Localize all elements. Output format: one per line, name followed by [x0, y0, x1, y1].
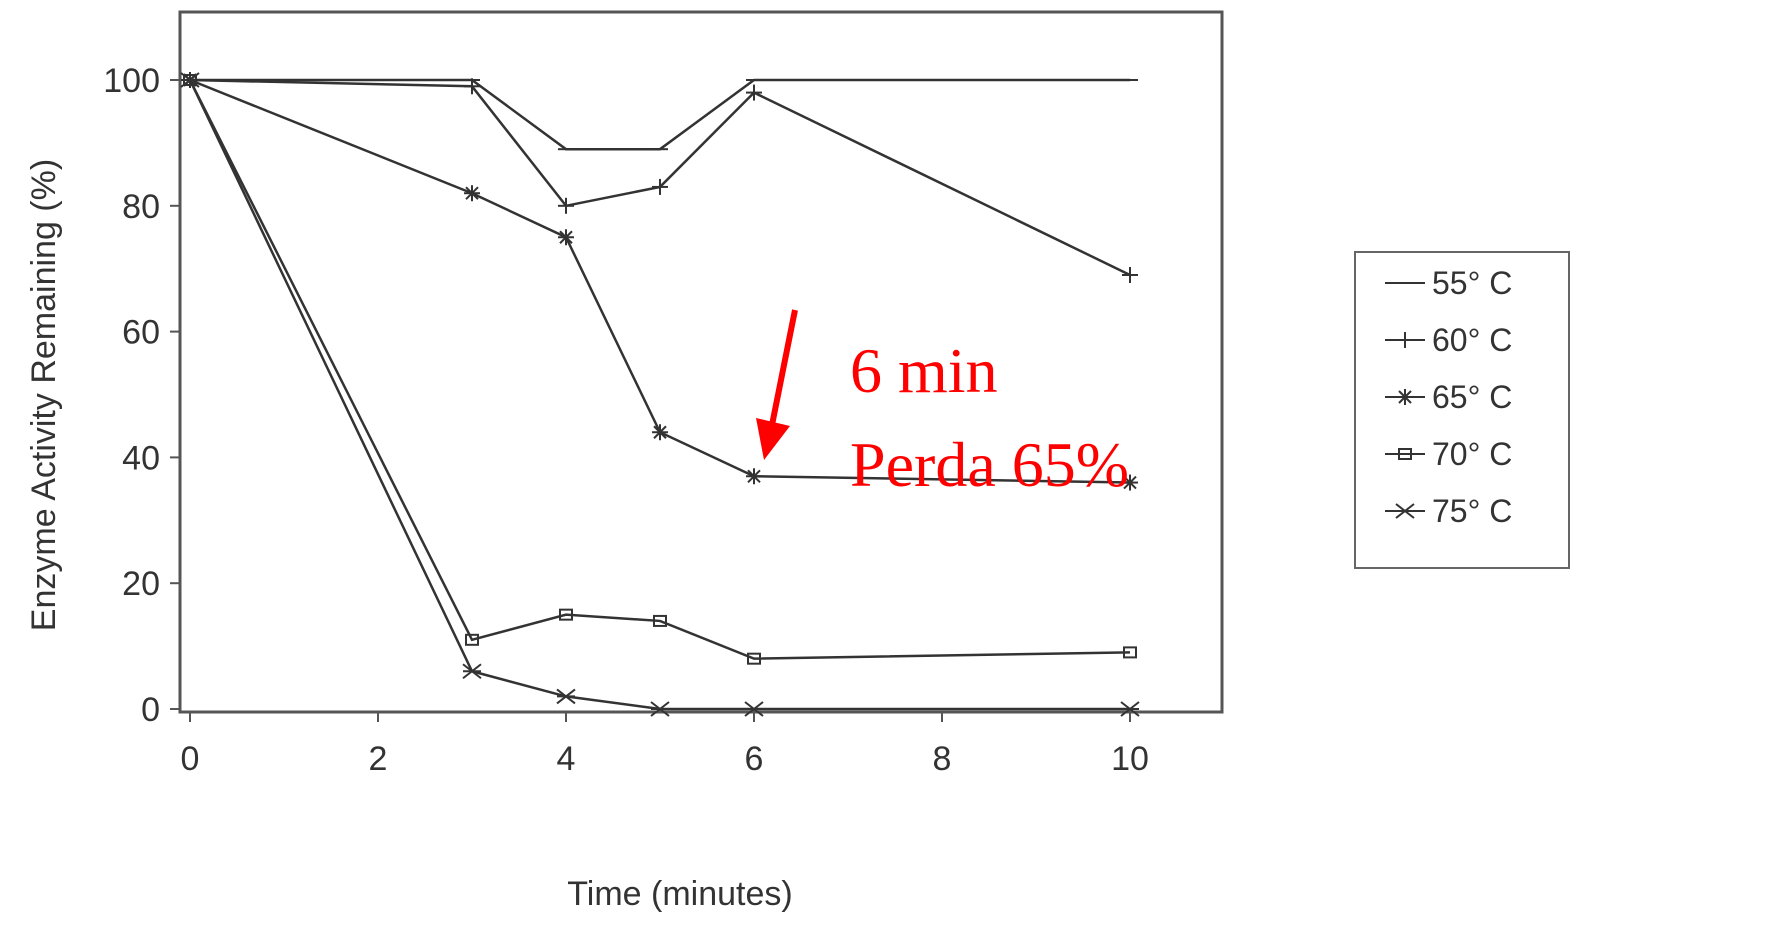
data-point	[558, 229, 574, 246]
series-0	[182, 78, 1138, 151]
x-tick-label: 6	[745, 740, 764, 778]
annotation: 6 min Perda 65%	[756, 309, 1129, 500]
y-tick-label: 40	[122, 439, 160, 477]
legend-item: 55° C	[1385, 265, 1512, 301]
y-tick-label: 80	[122, 188, 160, 226]
x-tick-label: 10	[1111, 740, 1149, 778]
data-point	[558, 197, 574, 214]
data-point	[556, 688, 576, 705]
data-point	[653, 614, 667, 627]
annotation-line-1: 6 min	[850, 335, 998, 406]
data-point	[652, 424, 668, 441]
legend-label: 75° C	[1432, 493, 1512, 529]
series-line	[190, 78, 1130, 151]
legend-label: 55° C	[1432, 265, 1512, 301]
legend-item: 65° C	[1385, 379, 1512, 415]
data-point	[464, 78, 480, 95]
data-point	[462, 663, 482, 680]
data-point	[744, 701, 764, 717]
annotation-line-2: Perda 65%	[850, 429, 1129, 500]
data-point	[1123, 646, 1137, 659]
legend-item: 70° C	[1385, 436, 1512, 472]
series-line	[188, 79, 1131, 660]
legend-marker	[1398, 448, 1412, 460]
series-2	[182, 72, 1138, 491]
x-axis-label: Time (minutes)	[567, 875, 792, 913]
series-4	[180, 72, 1140, 717]
legend-marker	[1397, 332, 1413, 348]
series-layer	[180, 72, 1140, 717]
x-tick-label: 0	[181, 740, 200, 778]
data-point	[1122, 266, 1138, 283]
data-point	[465, 633, 479, 646]
data-point	[464, 185, 480, 202]
data-point	[652, 178, 668, 195]
legend-label: 60° C	[1432, 322, 1512, 358]
y-axis-label: Enzyme Activity Remaining (%)	[25, 159, 63, 631]
data-point	[746, 84, 762, 101]
series-3	[183, 74, 1137, 665]
data-point	[1120, 701, 1140, 717]
legend-label: 70° C	[1432, 436, 1512, 472]
annotation-arrow-head	[756, 418, 790, 460]
legend-label: 65° C	[1432, 379, 1512, 415]
legend: 55° C 60° C 65° C 70° C 75° C	[1354, 251, 1570, 569]
plot-frame	[178, 10, 1224, 714]
plot-border	[178, 10, 1224, 714]
y-tick-label: 20	[122, 565, 160, 603]
x-tick-label: 8	[933, 740, 952, 778]
x-tick-label: 2	[369, 740, 388, 778]
data-point	[559, 608, 573, 621]
x-axis: 0 2 4 6 8 10	[181, 712, 1149, 778]
legend-item: 60° C	[1385, 322, 1512, 358]
y-tick-label: 100	[103, 62, 160, 100]
legend-marker	[1397, 389, 1413, 405]
data-point	[180, 72, 200, 88]
legend-box	[1354, 251, 1570, 569]
y-axis: 0 20 40 60 80 100	[103, 62, 180, 729]
series-line	[189, 78, 1131, 484]
legend-item: 75° C	[1385, 493, 1512, 529]
series-line	[189, 78, 1131, 277]
legend-marker	[1395, 503, 1415, 519]
y-tick-label: 60	[122, 314, 160, 352]
data-point	[747, 652, 761, 665]
y-tick-label: 0	[141, 691, 160, 729]
annotation-arrow-shaft	[766, 309, 798, 441]
data-point	[1122, 474, 1138, 491]
data-point	[746, 468, 762, 485]
x-tick-label: 4	[557, 740, 576, 778]
series-1	[182, 72, 1138, 283]
data-point	[650, 701, 670, 717]
series-line	[188, 79, 1130, 711]
